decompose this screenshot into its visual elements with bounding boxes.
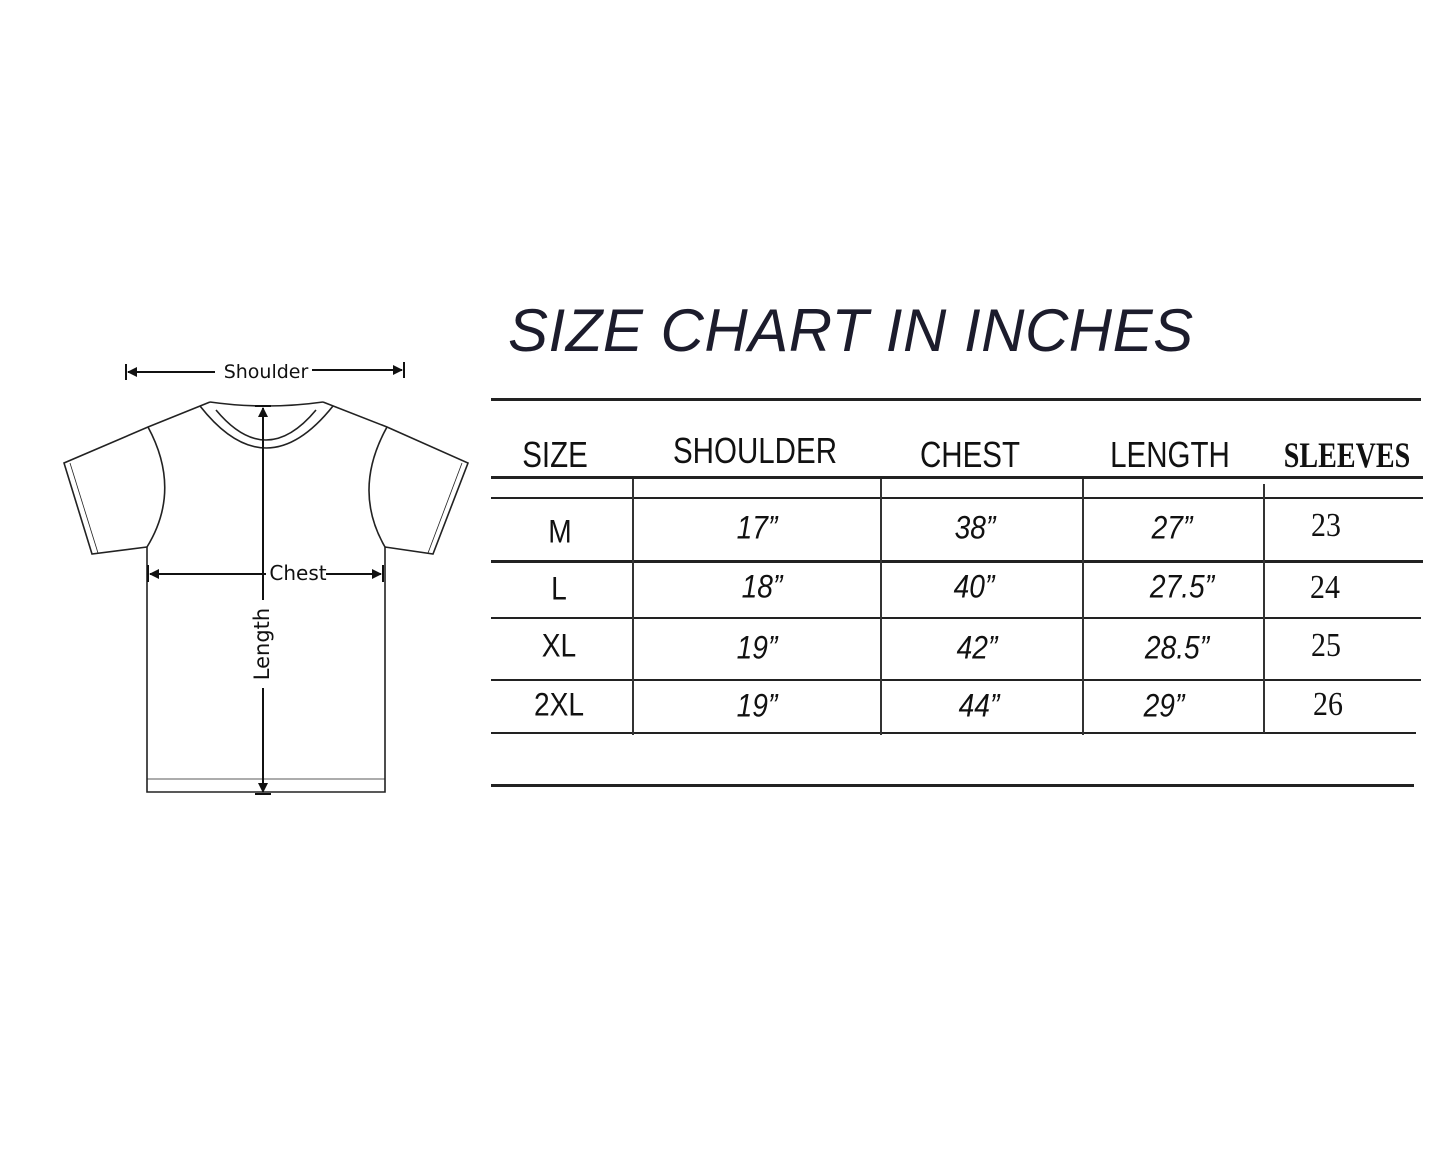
header-length: LENGTH [1110, 434, 1230, 475]
shoulder-cell: 18” [741, 568, 783, 605]
sleeves-cell: 23 [1311, 507, 1341, 544]
sleeves-cell: 25 [1311, 627, 1341, 664]
row-divider [491, 732, 1416, 734]
row-divider [491, 497, 1423, 499]
shoulder-cell: 19” [736, 629, 778, 666]
header-divider [491, 476, 1423, 479]
header-shoulder: SHOULDER [672, 430, 838, 471]
chest-cell: 40” [953, 568, 995, 605]
length-arrow [255, 405, 271, 795]
length-label: Length [250, 608, 274, 680]
length-cell: 27” [1151, 509, 1193, 546]
shoulder-arrow [125, 362, 405, 380]
size-cell: M [548, 513, 572, 550]
shoulder-cell: 17” [736, 509, 778, 546]
chest-label: Chest [269, 561, 326, 585]
column-divider [1263, 484, 1265, 733]
sleeves-cell: 26 [1313, 686, 1343, 723]
tshirt-diagram: Shoulder Chest Length [63, 361, 470, 795]
column-divider [880, 479, 882, 735]
chest-cell: 38” [954, 509, 996, 546]
page-title: SIZE CHART IN INCHES [508, 297, 1194, 364]
size-cell: XL [541, 627, 577, 664]
header-size: SIZE [522, 434, 588, 475]
chest-arrow [147, 565, 384, 582]
length-cell: 27.5” [1149, 568, 1215, 605]
header-sleeves: SLEEVES [1283, 435, 1411, 475]
row-divider [491, 560, 1423, 563]
length-cell: 29” [1143, 687, 1185, 724]
chest-cell: 44” [958, 687, 1000, 724]
chest-cell: 42” [956, 629, 998, 666]
table-top-border [491, 398, 1421, 401]
column-divider [632, 479, 634, 735]
length-cell: 28.5” [1144, 629, 1210, 666]
size-cell: L [551, 570, 567, 607]
shoulder-label: Shoulder [224, 361, 309, 383]
column-divider [1082, 479, 1084, 735]
row-divider [491, 617, 1421, 619]
table-bottom-border [491, 784, 1414, 787]
row-divider [491, 679, 1421, 681]
sleeves-cell: 24 [1310, 569, 1340, 606]
size-cell: 2XL [533, 686, 585, 723]
header-chest: CHEST [919, 434, 1021, 475]
tshirt-outline [63, 401, 470, 793]
shoulder-cell: 19” [736, 687, 778, 724]
